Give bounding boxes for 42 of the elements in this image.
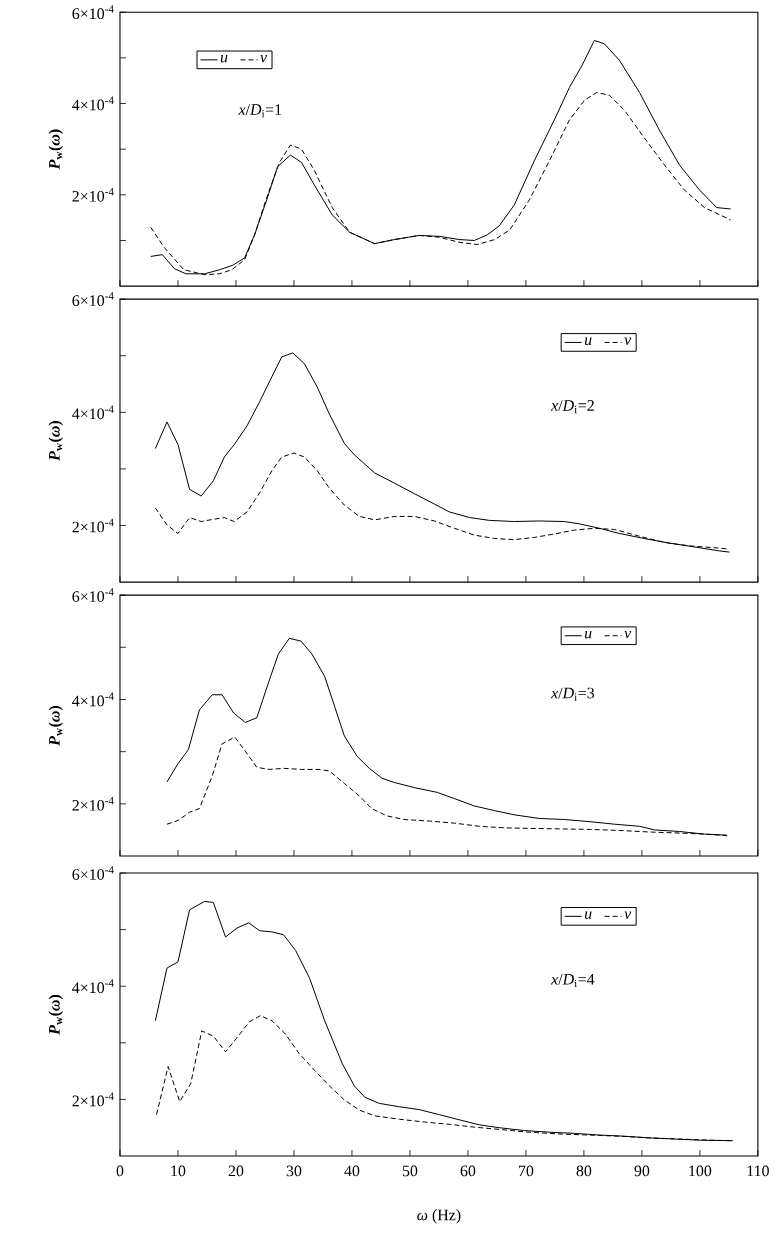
y-tick-label: 4×10$^{-4}$ — [72, 692, 114, 707]
x-tick-label: 40 — [344, 1165, 360, 1177]
x-tick-label: 60 — [460, 1165, 476, 1177]
legend-label: v — [624, 911, 632, 919]
y-tick-label: 4×10$^{-4}$ — [72, 96, 114, 111]
y-tick-label: 2×10$^{-4}$ — [72, 187, 114, 202]
y-axis-title: P$_{w}$(ω) — [48, 421, 64, 461]
legend-label: v — [624, 337, 632, 346]
x-tick-label: 10 — [171, 1165, 186, 1177]
x-axis-title: ω (Hz) — [417, 1209, 461, 1224]
legend-label: u — [585, 630, 592, 639]
x-tick-label: 90 — [634, 1165, 650, 1177]
y-tick-label: 2×10$^{-4}$ — [72, 1092, 114, 1107]
y-tick-label: 6×10$^{-4}$ — [72, 588, 114, 602]
y-tick-label: 4×10$^{-4}$ — [72, 979, 114, 994]
x-tick-label: 110 — [747, 1165, 770, 1177]
x-tick-label: 100 — [689, 1165, 712, 1177]
line-series — [150, 39, 732, 275]
x-tick-label: 80 — [576, 1165, 592, 1177]
y-tick-label: 6×10$^{-4}$ — [72, 292, 114, 307]
legend-label: v — [624, 630, 632, 639]
x-tick-label: 30 — [286, 1165, 302, 1177]
annotation: x/D$_{i}$=2 — [551, 400, 594, 414]
x-tick-label: 70 — [519, 1165, 534, 1177]
y-axis-title: P$_{w}$(ω) — [48, 994, 64, 1035]
y-tick-label: 6×10$^{-4}$ — [72, 5, 114, 20]
y-tick-label: 6×10$^{-4}$ — [72, 866, 114, 880]
x-tick-label: 50 — [402, 1165, 418, 1177]
annotation: x/D$_{i}$=3 — [551, 687, 595, 701]
x-tick-label: 0 — [116, 1165, 124, 1177]
x-tick-label: 20 — [228, 1165, 244, 1177]
y-axis-title: P$_{w}$(ω) — [48, 129, 64, 170]
legend-label: v — [260, 55, 268, 63]
legend-label: u — [585, 337, 592, 346]
y-tick-label: 2×10$^{-4}$ — [72, 796, 114, 811]
annotation: x/D$_{i}$=4 — [551, 974, 595, 988]
y-tick-label: 4×10$^{-4}$ — [72, 405, 114, 420]
legend-label: u — [220, 55, 228, 63]
y-axis-title: P$_{w}$(ω) — [48, 706, 64, 746]
annotation: x/D$_{i}$=1 — [238, 104, 282, 118]
legend-label: u — [585, 911, 592, 919]
y-tick-label: 2×10$^{-4}$ — [72, 518, 114, 533]
